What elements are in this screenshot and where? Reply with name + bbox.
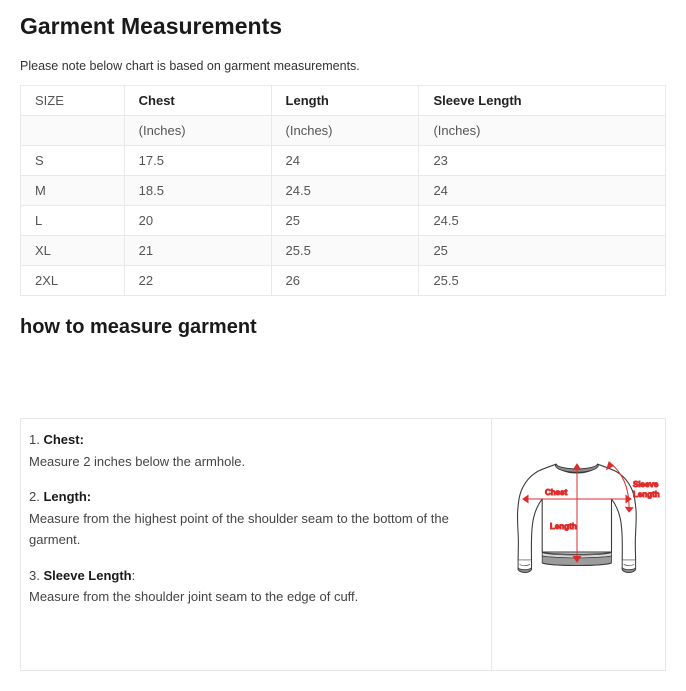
svg-text:Length: Length	[633, 490, 660, 499]
svg-text:Sleeve: Sleeve	[633, 480, 659, 489]
svg-text:Chest: Chest	[545, 488, 568, 497]
svg-text:Length: Length	[550, 522, 577, 531]
